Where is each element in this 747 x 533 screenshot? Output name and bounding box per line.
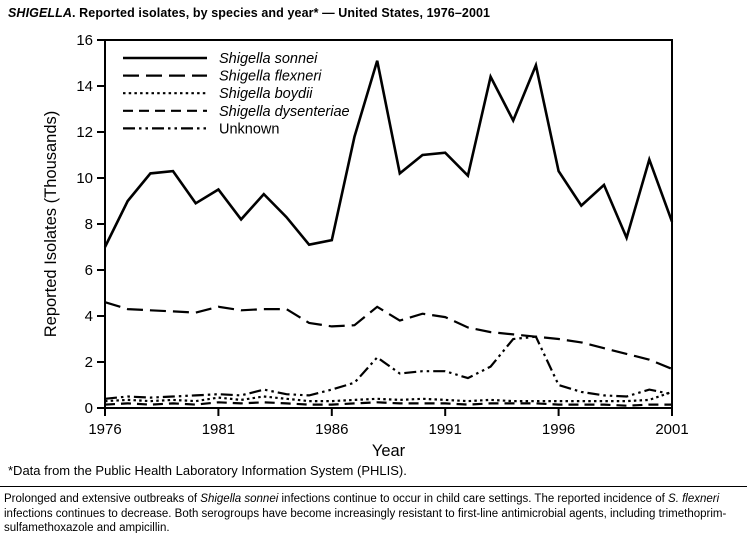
legend-label-unknown: Unknown — [219, 121, 279, 137]
caption-italic-sonnei: Shigella sonnei — [200, 493, 279, 505]
y-tick-label: 8 — [85, 216, 93, 233]
y-tick-label: 6 — [85, 262, 93, 279]
legend-label-shigella-flexneri: Shigella flexneri — [219, 69, 322, 85]
x-tick-label: 2001 — [655, 421, 688, 438]
caption-text-2: infections continue to occur in child ca… — [278, 493, 669, 505]
series-line-unknown — [104, 335, 673, 400]
chart-title-genus: SHIGELLA — [8, 6, 72, 20]
chart-title-rest: . Reported isolates, by species and year… — [72, 6, 491, 20]
caption: Prolonged and extensive outbreaks of Shi… — [4, 492, 743, 533]
y-axis-label: Reported Isolates (Thousands) — [42, 111, 60, 338]
y-tick-label: 16 — [76, 32, 93, 49]
y-tick-label: 10 — [76, 170, 93, 187]
y-tick-label: 12 — [76, 124, 93, 141]
series-line-shigella-boydii — [104, 390, 673, 403]
x-tick-label: 1981 — [202, 421, 235, 438]
caption-text-3: infections continues to decrease. Both s… — [4, 507, 727, 533]
caption-italic-flexneri: S. flexneri — [668, 493, 720, 505]
y-tick-label: 14 — [76, 78, 93, 95]
y-tick-label: 0 — [85, 400, 93, 417]
legend-label-shigella-sonnei: Shigella sonnei — [219, 51, 318, 67]
series-line-shigella-sonnei — [103, 60, 674, 248]
x-tick-label: 1986 — [315, 421, 348, 438]
caption-text-1: Prolonged and extensive outbreaks of — [4, 493, 201, 505]
x-tick-label: 1991 — [429, 421, 462, 438]
series-line-shigella-dysenteriae — [104, 401, 672, 407]
y-tick-label: 2 — [85, 354, 93, 371]
chart-title: SHIGELLA. Reported isolates, by species … — [8, 6, 490, 20]
x-tick-label: 1996 — [542, 421, 575, 438]
series-line-shigella-flexneri — [104, 301, 673, 370]
line-chart: 0 2 4 6 8 10 12 14 16 1976 1981 1986 1991 1996 2001 Rep… — [42, 32, 689, 458]
y-tick-label: 4 — [85, 308, 93, 325]
plot-border — [104, 39, 673, 409]
legend-label-shigella-dysenteriae: Shigella dysenteriae — [219, 104, 350, 120]
footnote: *Data from the Public Health Laboratory … — [8, 463, 407, 478]
divider — [0, 486, 747, 487]
legend-label-shigella-boydii: Shigella boydii — [219, 86, 313, 102]
x-axis-label: Year — [372, 442, 406, 458]
x-tick-label: 1976 — [88, 421, 121, 438]
